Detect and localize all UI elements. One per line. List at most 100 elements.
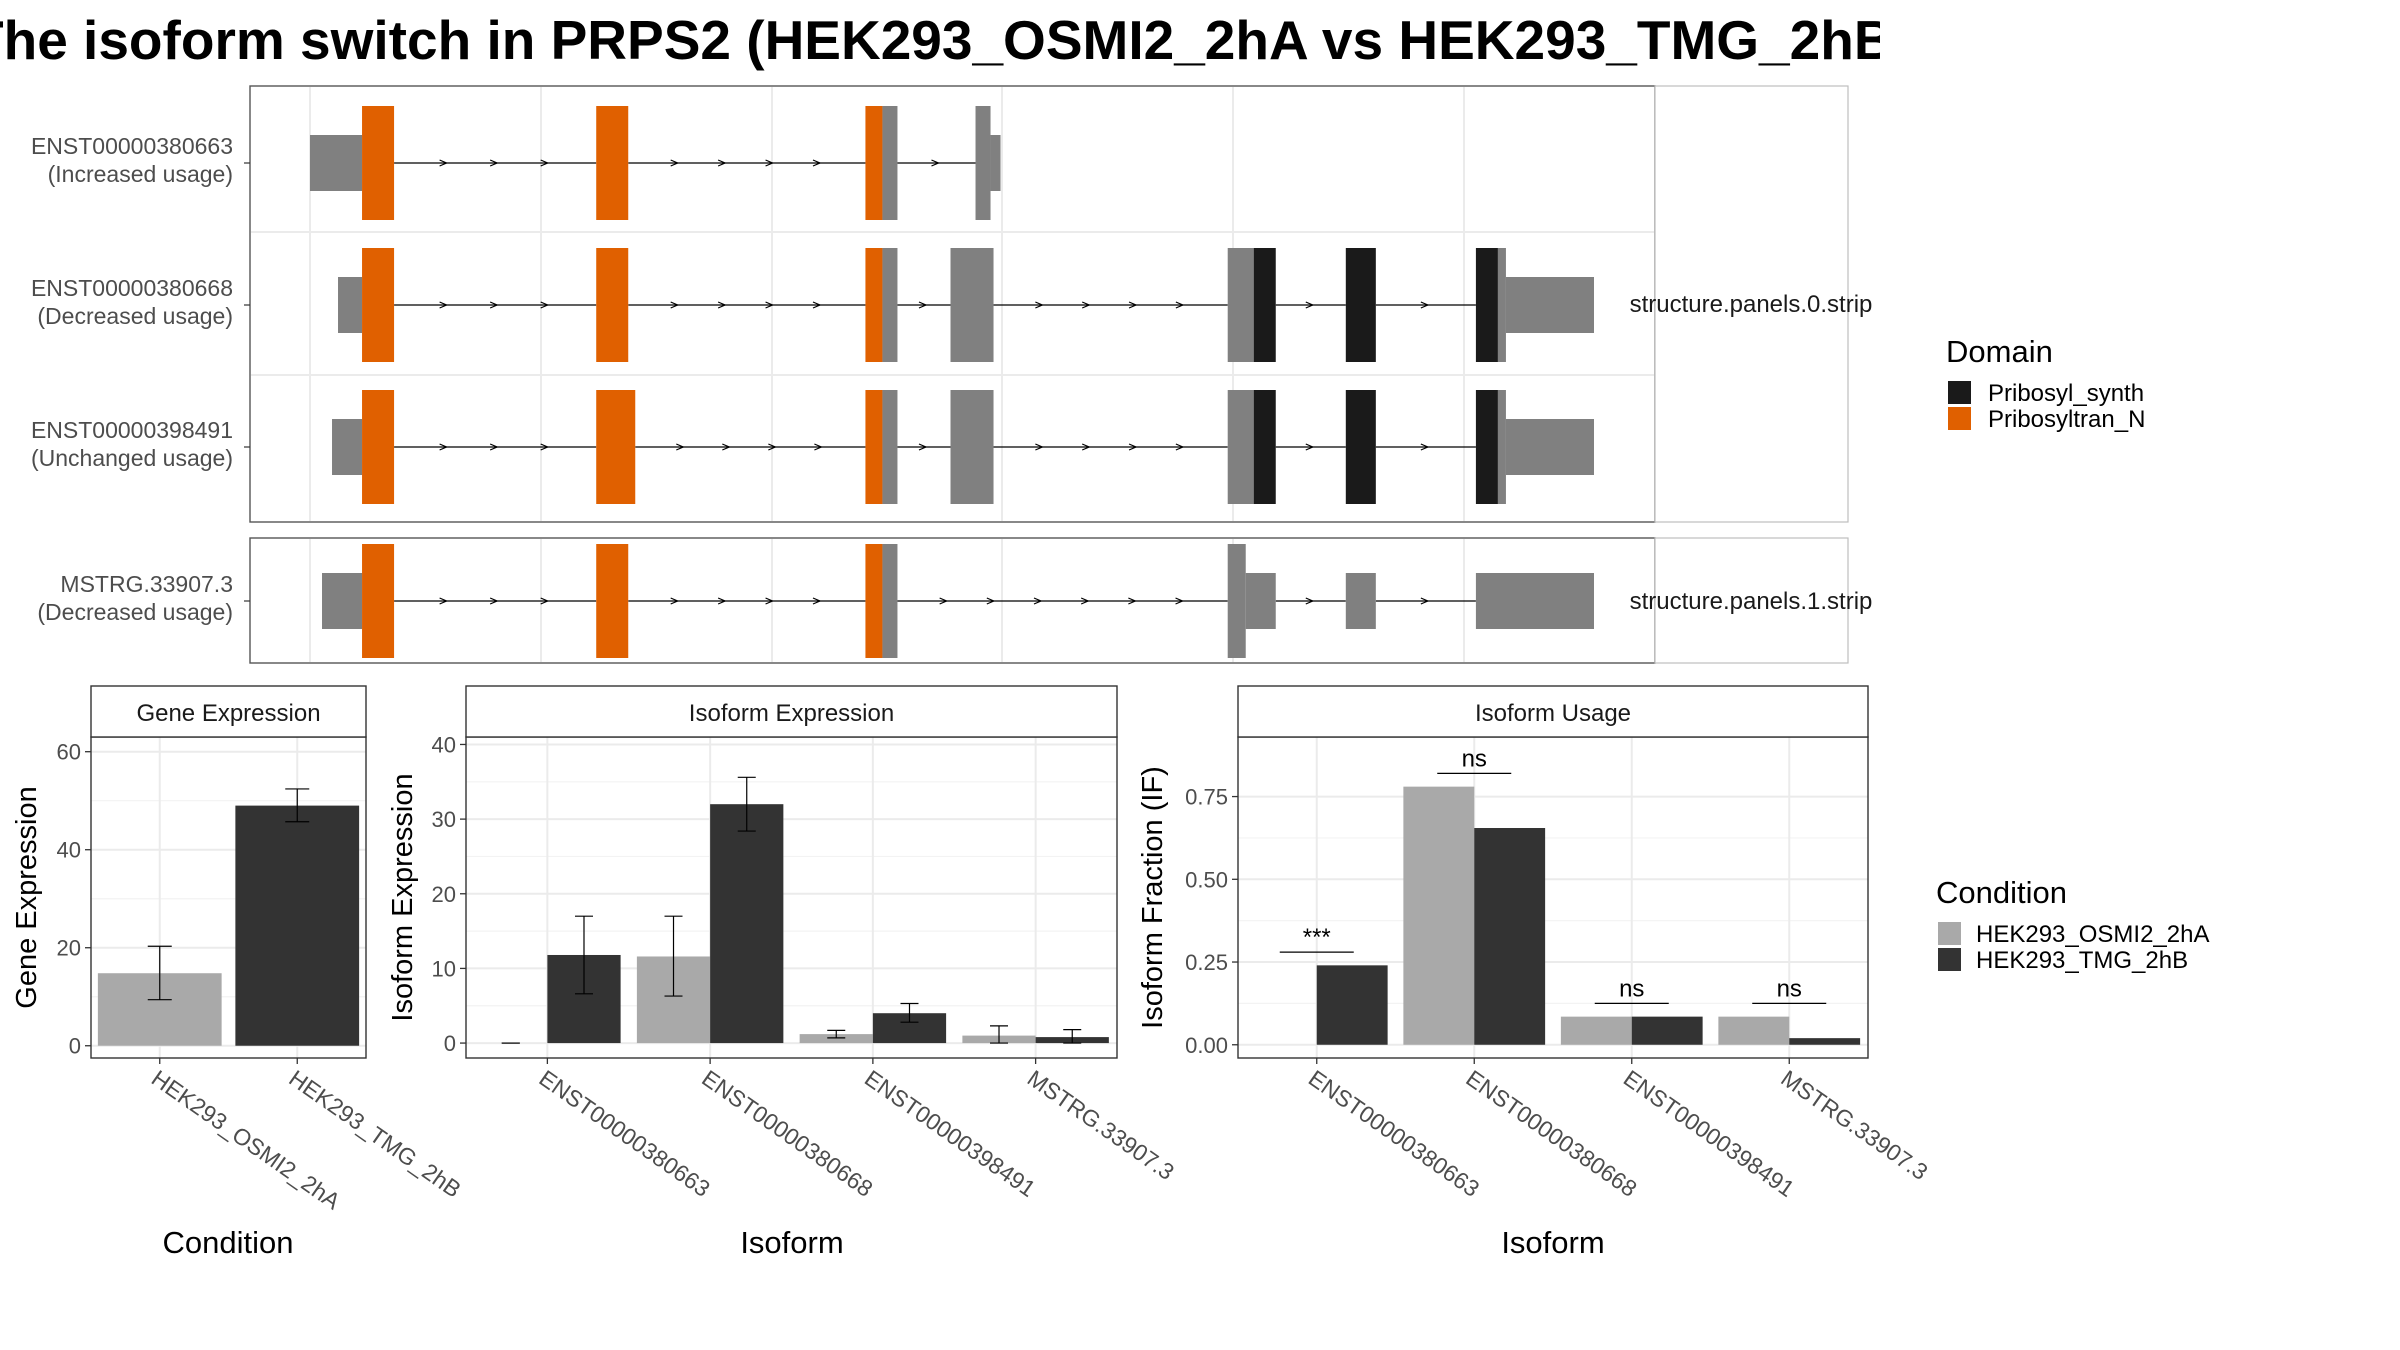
x-axis-title: Isoform (740, 1225, 843, 1260)
significance-label: ns (1462, 745, 1487, 772)
bar (1789, 1038, 1861, 1045)
exon-domain-pribosyltran-n (596, 248, 629, 362)
significance-label: *** (1303, 924, 1331, 951)
exon-domain-pribosyltran-n (596, 544, 629, 658)
exon (882, 544, 898, 658)
y-tick-label: 0 (444, 1031, 456, 1056)
y-tick-label: 20 (432, 882, 456, 907)
strip-label: Gene Expression (136, 700, 320, 727)
exon-domain-pribosyltran-n (865, 248, 883, 362)
x-tick-label: MSTRG.33907.3 (1023, 1065, 1179, 1185)
intron-arrow (1128, 301, 1138, 309)
intron-arrow (489, 597, 499, 605)
intron-arrow (439, 301, 449, 309)
exon (950, 248, 994, 362)
y-axis-title: Isoform Expression (387, 773, 419, 1021)
y-tick-label: 10 (432, 956, 456, 981)
exon-domain-pribosyltran-n (362, 106, 395, 220)
intron-arrow (439, 159, 449, 167)
intron-arrow (1175, 597, 1185, 605)
bar (1403, 786, 1475, 1045)
legend-domain-swatch (1948, 381, 1971, 404)
exon (1497, 248, 1506, 362)
exon-domain-pribosyltran-n (362, 544, 395, 658)
intron-arrow (768, 443, 777, 451)
strip (1237, 685, 1869, 738)
significance-label: ns (1777, 975, 1802, 1002)
transcript-id-label: ENST00000380663 (31, 133, 233, 159)
strip-coding-label: structure.panels.0.strip (1630, 291, 1873, 318)
transcript-row: ENST00000398491(Unchanged usage) (31, 390, 1594, 504)
y-tick-label: 40 (57, 838, 81, 863)
bar (1316, 965, 1388, 1045)
y-tick-label: 60 (57, 740, 81, 765)
exon-domain-pribosyltran-n (362, 248, 395, 362)
x-tick-label: ENST00000380668 (1461, 1065, 1641, 1202)
y-axis-title: Isoform Fraction (IF) (1137, 766, 1169, 1029)
intron-arrow (489, 443, 499, 451)
x-tick-label: ENST00000380668 (697, 1065, 877, 1202)
y-tick-label: 30 (432, 807, 456, 832)
bar (1631, 1016, 1703, 1045)
exon-domain-pribosyltran-n (362, 390, 395, 504)
x-axis-title: Isoform (1501, 1225, 1604, 1260)
bar (799, 1034, 873, 1044)
intron-arrow (1081, 301, 1091, 309)
x-tick-label: ENST00000398491 (860, 1065, 1040, 1202)
exon (1227, 390, 1254, 504)
intron-arrow (1420, 301, 1430, 309)
intron-arrow (918, 443, 928, 451)
x-tick-label: ENST00000380663 (535, 1065, 715, 1202)
intron-arrow (765, 301, 775, 309)
y-tick-label: 0.25 (1185, 950, 1228, 975)
transcript-usage-label: (Increased usage) (48, 161, 233, 187)
transcript-usage-label: (Unchanged usage) (31, 445, 233, 471)
intron-arrow (717, 301, 727, 309)
intron-arrow (939, 597, 949, 605)
exon (1345, 573, 1376, 629)
exon-domain-pribosyltran-n (865, 544, 883, 658)
strip-label: Isoform Usage (1475, 700, 1631, 727)
exon-domain-pribosyltran-n (865, 390, 883, 504)
x-tick-label: ENST00000380663 (1304, 1065, 1484, 1202)
intron-arrow (489, 301, 499, 309)
exon (1505, 277, 1594, 333)
intron-arrow (931, 159, 941, 167)
x-tick-label: MSTRG.33907.3 (1776, 1065, 1932, 1185)
intron-arrow (670, 597, 680, 605)
intron-arrow (1035, 301, 1044, 309)
intron-arrow (717, 159, 727, 167)
intron-arrow (1420, 443, 1430, 451)
intron-arrow (670, 159, 680, 167)
y-tick-label: 20 (57, 936, 81, 961)
legend-domain-title: Domain (1946, 334, 2053, 369)
exon (332, 419, 363, 475)
intron-arrow (814, 443, 823, 451)
exon (975, 106, 991, 220)
strip-label: Isoform Expression (689, 700, 894, 727)
transcript-id-label: ENST00000380668 (31, 275, 233, 301)
intron-arrow (1035, 443, 1044, 451)
exon-domain-pribosyltran-n (596, 390, 636, 504)
strip-nmd (1654, 537, 1849, 664)
exon (1227, 248, 1254, 362)
exon (882, 390, 898, 504)
intron-arrow (670, 301, 680, 309)
exon-domain-pribosyltran-n (865, 106, 883, 220)
exon-domain-pribosyl-synth (1475, 390, 1498, 504)
bar (1560, 1016, 1632, 1045)
exon (1475, 573, 1594, 629)
y-tick-label: 0.50 (1185, 867, 1228, 892)
bar (1474, 828, 1546, 1045)
intron-arrow (540, 443, 550, 451)
x-tick-label: ENST00000398491 (1619, 1065, 1799, 1202)
bar-panel: 0 10 20 30 40 Isoform Expression ENST000003806… (387, 685, 1179, 1260)
strip-nmd-label: structure.panels.1.strip (1630, 588, 1873, 615)
intron-arrow (717, 597, 727, 605)
intron-arrow (540, 301, 550, 309)
exon (950, 390, 994, 504)
intron-arrow (540, 159, 550, 167)
transcript-row: MSTRG.33907.3(Decreased usage) (37, 544, 1594, 658)
intron-arrow (812, 301, 822, 309)
